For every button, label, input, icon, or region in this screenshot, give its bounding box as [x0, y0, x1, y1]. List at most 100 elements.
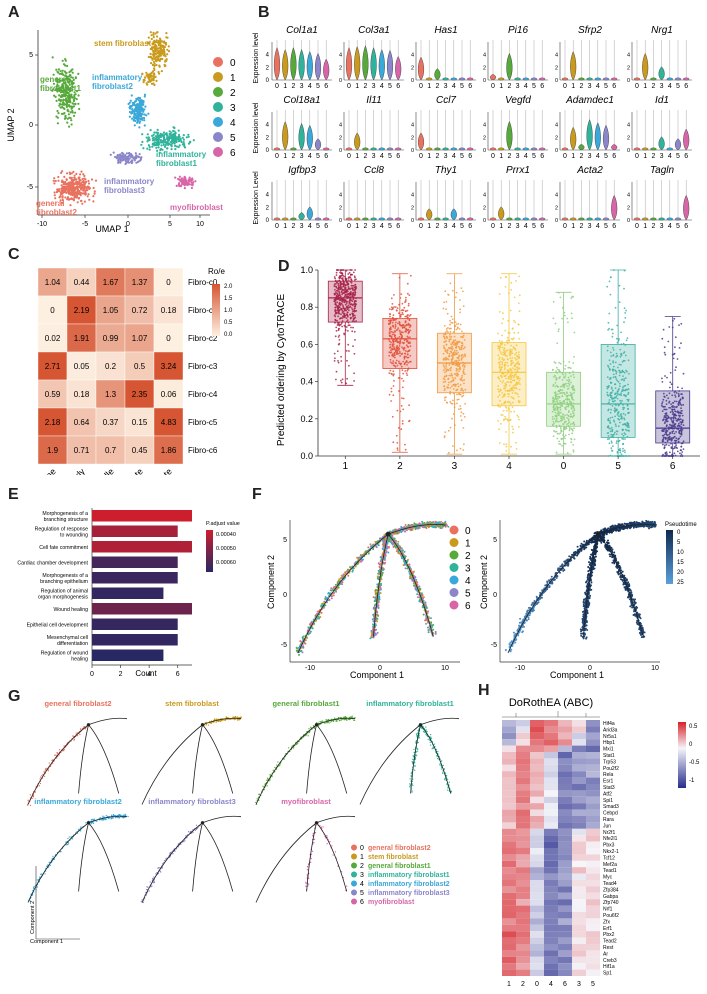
- violin-1: [282, 217, 289, 221]
- violin-xtick: 5: [532, 223, 536, 230]
- violin-xtick: 6: [684, 83, 688, 90]
- violin-0: [489, 217, 497, 221]
- violin-3: [514, 77, 521, 81]
- violin-4: [666, 77, 673, 81]
- violin-xtick: 3: [372, 153, 376, 160]
- h-cell: [502, 841, 516, 848]
- roe-value: 1.9: [47, 446, 59, 455]
- h-cell: [502, 816, 516, 823]
- h-cell: [558, 739, 572, 746]
- h-cell: [516, 873, 530, 880]
- h-cell: [530, 835, 544, 842]
- panel-label-h: H: [478, 682, 490, 699]
- h-cell: [558, 899, 572, 906]
- violin-xtick: 4: [668, 153, 672, 160]
- branch-node: [200, 723, 205, 727]
- h-cell: [586, 937, 600, 944]
- traj-legend-label: 5: [465, 589, 471, 600]
- h-cell: [530, 739, 544, 746]
- h-cell: [516, 790, 530, 797]
- violin-xtick: 6: [396, 153, 400, 160]
- h-gene: Pbx2: [603, 932, 615, 938]
- roe-cell: [124, 323, 155, 353]
- h-cell: [586, 822, 600, 829]
- h-col: 3: [577, 981, 581, 988]
- h-cell: [558, 816, 572, 823]
- roe-value: 0.06: [161, 390, 177, 399]
- violin-5: [674, 217, 682, 221]
- h-cell: [502, 873, 516, 880]
- h-cell: [530, 726, 544, 733]
- violin-6: [611, 144, 618, 151]
- violin-4: [594, 77, 601, 81]
- violin-4: [666, 217, 673, 221]
- violin-xtick: 5: [676, 83, 680, 90]
- h-cell: [586, 956, 600, 964]
- violin-xtick: 5: [460, 83, 464, 90]
- h-cell: [502, 956, 516, 964]
- violin-2: [506, 121, 513, 151]
- violin-xtick: 0: [635, 223, 639, 230]
- box-4: [491, 342, 527, 407]
- traj-ylabel-1: Component 2: [266, 555, 276, 609]
- roe-cell: [66, 435, 97, 465]
- violin-5: [314, 217, 322, 221]
- h-cell: [558, 905, 572, 912]
- violin-xtick: 4: [308, 223, 312, 230]
- h-cell: [530, 841, 544, 848]
- h-cell: [544, 739, 558, 746]
- g-trajectory-3: [359, 717, 460, 805]
- h-cell: [502, 771, 516, 778]
- pseudotime-tick: 0: [677, 530, 681, 536]
- h-cell: [572, 873, 586, 880]
- roe-cell: [37, 351, 68, 381]
- h-cell: [558, 924, 572, 932]
- violin-xtick: 2: [651, 153, 655, 160]
- violin-5: [530, 77, 538, 81]
- h-cell: [544, 796, 558, 804]
- roe-value: 0.99: [103, 334, 119, 343]
- roe-cell: [95, 351, 126, 381]
- violin-5: [602, 124, 610, 151]
- g-trajectory-4: [27, 813, 129, 903]
- g-ylabel: Component 2: [30, 901, 36, 934]
- gene-title: Col3a1: [358, 25, 390, 36]
- violin-ytick: 4: [627, 53, 630, 59]
- violin-5: [458, 147, 466, 151]
- h-cell: [544, 969, 558, 976]
- violin-xtick: 1: [355, 83, 359, 90]
- violin-3: [442, 77, 449, 81]
- violin-xtick: 4: [380, 223, 384, 230]
- h-cell: [530, 745, 544, 752]
- umap-xtick: 0: [126, 221, 130, 228]
- violin-ylabel: Expression level: [253, 32, 260, 83]
- cytotrace-xtick: 3: [452, 461, 458, 472]
- h-col: 4: [549, 981, 553, 988]
- violin-2: [506, 52, 513, 81]
- violin-3: [658, 217, 665, 221]
- h-cell: [586, 796, 600, 804]
- h-cell: [516, 828, 530, 836]
- violin-0: [273, 217, 281, 221]
- g-trajectory-1: [141, 715, 242, 805]
- h-gene: Tead4: [603, 881, 617, 887]
- violin-xtick: 4: [452, 153, 456, 160]
- g-legend-num: 1: [360, 854, 364, 861]
- h-cell: [516, 732, 530, 740]
- h-cell: [572, 732, 586, 740]
- umap-ytick: 5: [29, 52, 33, 59]
- violin-xtick: 3: [660, 83, 664, 90]
- h-cell: [558, 944, 572, 951]
- roe-value: 0.5: [134, 362, 146, 371]
- h-cell: [544, 950, 558, 957]
- violin-xtick: 6: [468, 153, 472, 160]
- g-legend-name: myofibroblast: [368, 899, 415, 906]
- g-trajectory-5: [140, 815, 242, 904]
- h-cell: [544, 726, 558, 733]
- violin-xtick: 0: [563, 153, 567, 160]
- trajectory-curve: [255, 815, 356, 903]
- roe-value: 0.05: [74, 362, 90, 371]
- cytotrace-xtick: 5: [615, 461, 621, 472]
- gene-title: Tagln: [650, 165, 675, 176]
- h-gene: Smad3: [603, 804, 619, 810]
